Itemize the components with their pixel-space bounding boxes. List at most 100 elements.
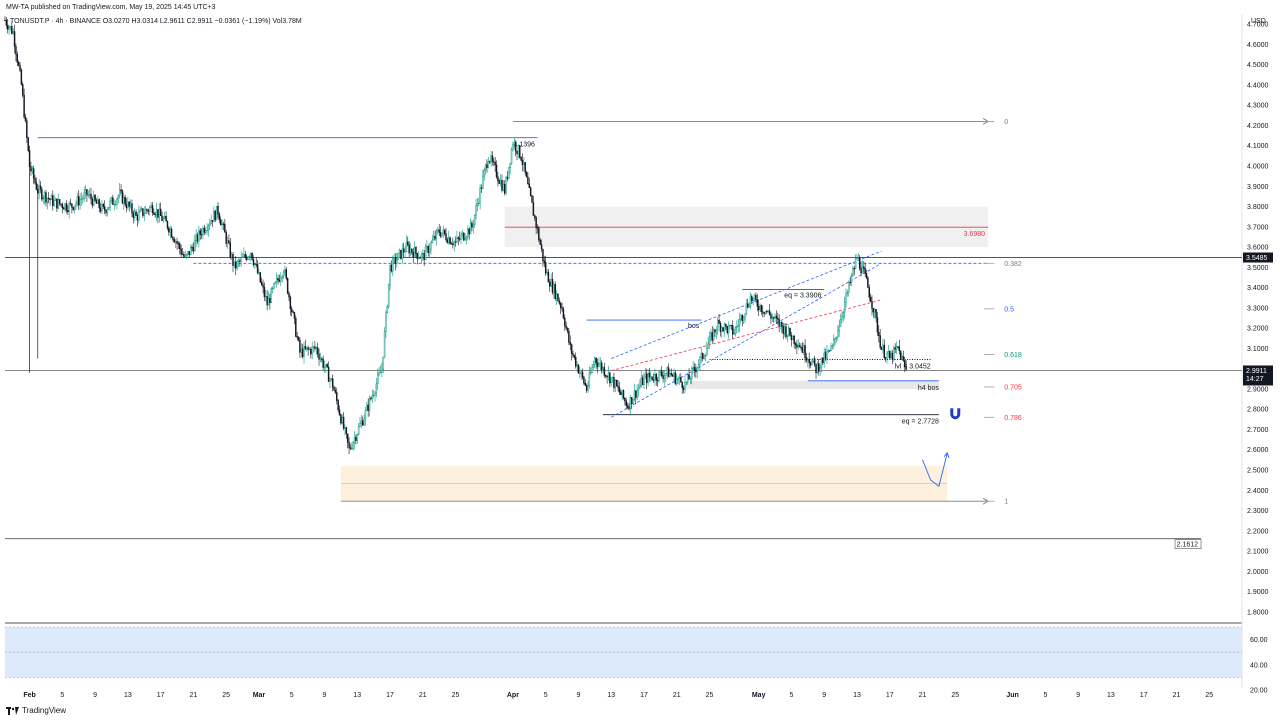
candle (770, 314, 772, 319)
candle (140, 208, 143, 210)
candle (325, 364, 327, 368)
candle (338, 409, 341, 416)
candle (198, 230, 200, 242)
candle (4, 19, 6, 21)
candle (326, 364, 328, 368)
candle (502, 183, 505, 191)
candle (129, 203, 132, 207)
candle (254, 263, 256, 266)
candle (329, 378, 331, 382)
candle (101, 204, 103, 212)
candle (764, 311, 767, 315)
candle (286, 278, 289, 294)
candle (159, 208, 162, 217)
x-tick-label: 13 (853, 692, 861, 699)
candle (875, 309, 877, 318)
candle (333, 387, 335, 391)
candle (132, 212, 135, 218)
candle (848, 281, 850, 293)
candle (479, 187, 481, 204)
candle (432, 236, 435, 241)
candle (635, 390, 637, 398)
candle (505, 176, 507, 194)
candle (697, 364, 700, 368)
candle (278, 279, 281, 282)
candle (525, 171, 528, 178)
candle (337, 400, 339, 410)
candle (473, 214, 476, 225)
candle (807, 359, 809, 361)
candle (434, 236, 436, 240)
candle (897, 346, 899, 348)
candle (275, 278, 278, 283)
candle (20, 69, 23, 85)
candle (523, 162, 525, 166)
candle (699, 357, 701, 365)
candle (169, 228, 171, 233)
candle (252, 259, 255, 266)
x-tick-label: Jun (1006, 692, 1018, 699)
candle (262, 284, 264, 288)
candle (813, 358, 816, 365)
candle (413, 246, 416, 258)
candle (225, 231, 227, 244)
candle (416, 253, 419, 259)
candle (749, 296, 752, 307)
tradingview-brand[interactable]: TradingView (22, 706, 67, 715)
candle (263, 286, 266, 298)
candle (760, 304, 763, 312)
candle (740, 315, 742, 320)
y-tick-label: 3.8000 (1247, 204, 1269, 211)
candle (778, 318, 780, 327)
candle (367, 404, 369, 411)
candle (103, 206, 106, 211)
candle (494, 161, 496, 166)
candle (375, 383, 378, 394)
candle (99, 207, 102, 212)
candle (680, 377, 682, 383)
candle (73, 205, 76, 210)
candle (531, 195, 533, 203)
candle (580, 371, 582, 374)
candle (826, 351, 828, 359)
candle (123, 196, 125, 204)
candle (670, 373, 673, 376)
candle (831, 345, 834, 347)
candle (658, 371, 660, 382)
y-tick-label: 3.6000 (1247, 245, 1269, 252)
candle (691, 368, 693, 380)
trend-line (611, 262, 882, 418)
candle (898, 346, 901, 352)
candle (46, 197, 49, 203)
candle (439, 232, 442, 237)
candle (235, 261, 237, 269)
candle (218, 213, 221, 221)
candle (626, 405, 629, 408)
candle (49, 198, 51, 201)
candle (736, 326, 738, 328)
candle (904, 360, 906, 367)
candle (353, 437, 356, 443)
candle (118, 189, 121, 197)
candle (398, 249, 401, 254)
candle (269, 298, 271, 303)
candle (60, 203, 62, 205)
candle (150, 205, 152, 208)
x-tick-label: 21 (673, 692, 681, 699)
candle (775, 315, 778, 319)
candle (162, 218, 165, 221)
candle (170, 228, 173, 238)
candle (323, 366, 326, 368)
candle (845, 292, 847, 303)
candle (741, 315, 744, 321)
candle (64, 203, 66, 210)
candle (345, 427, 348, 435)
projection-arrow-head (943, 451, 950, 458)
candle (529, 187, 532, 196)
candle (26, 120, 28, 138)
candle (232, 254, 234, 266)
candle (117, 195, 120, 200)
candle (569, 342, 571, 345)
candle (786, 334, 789, 338)
